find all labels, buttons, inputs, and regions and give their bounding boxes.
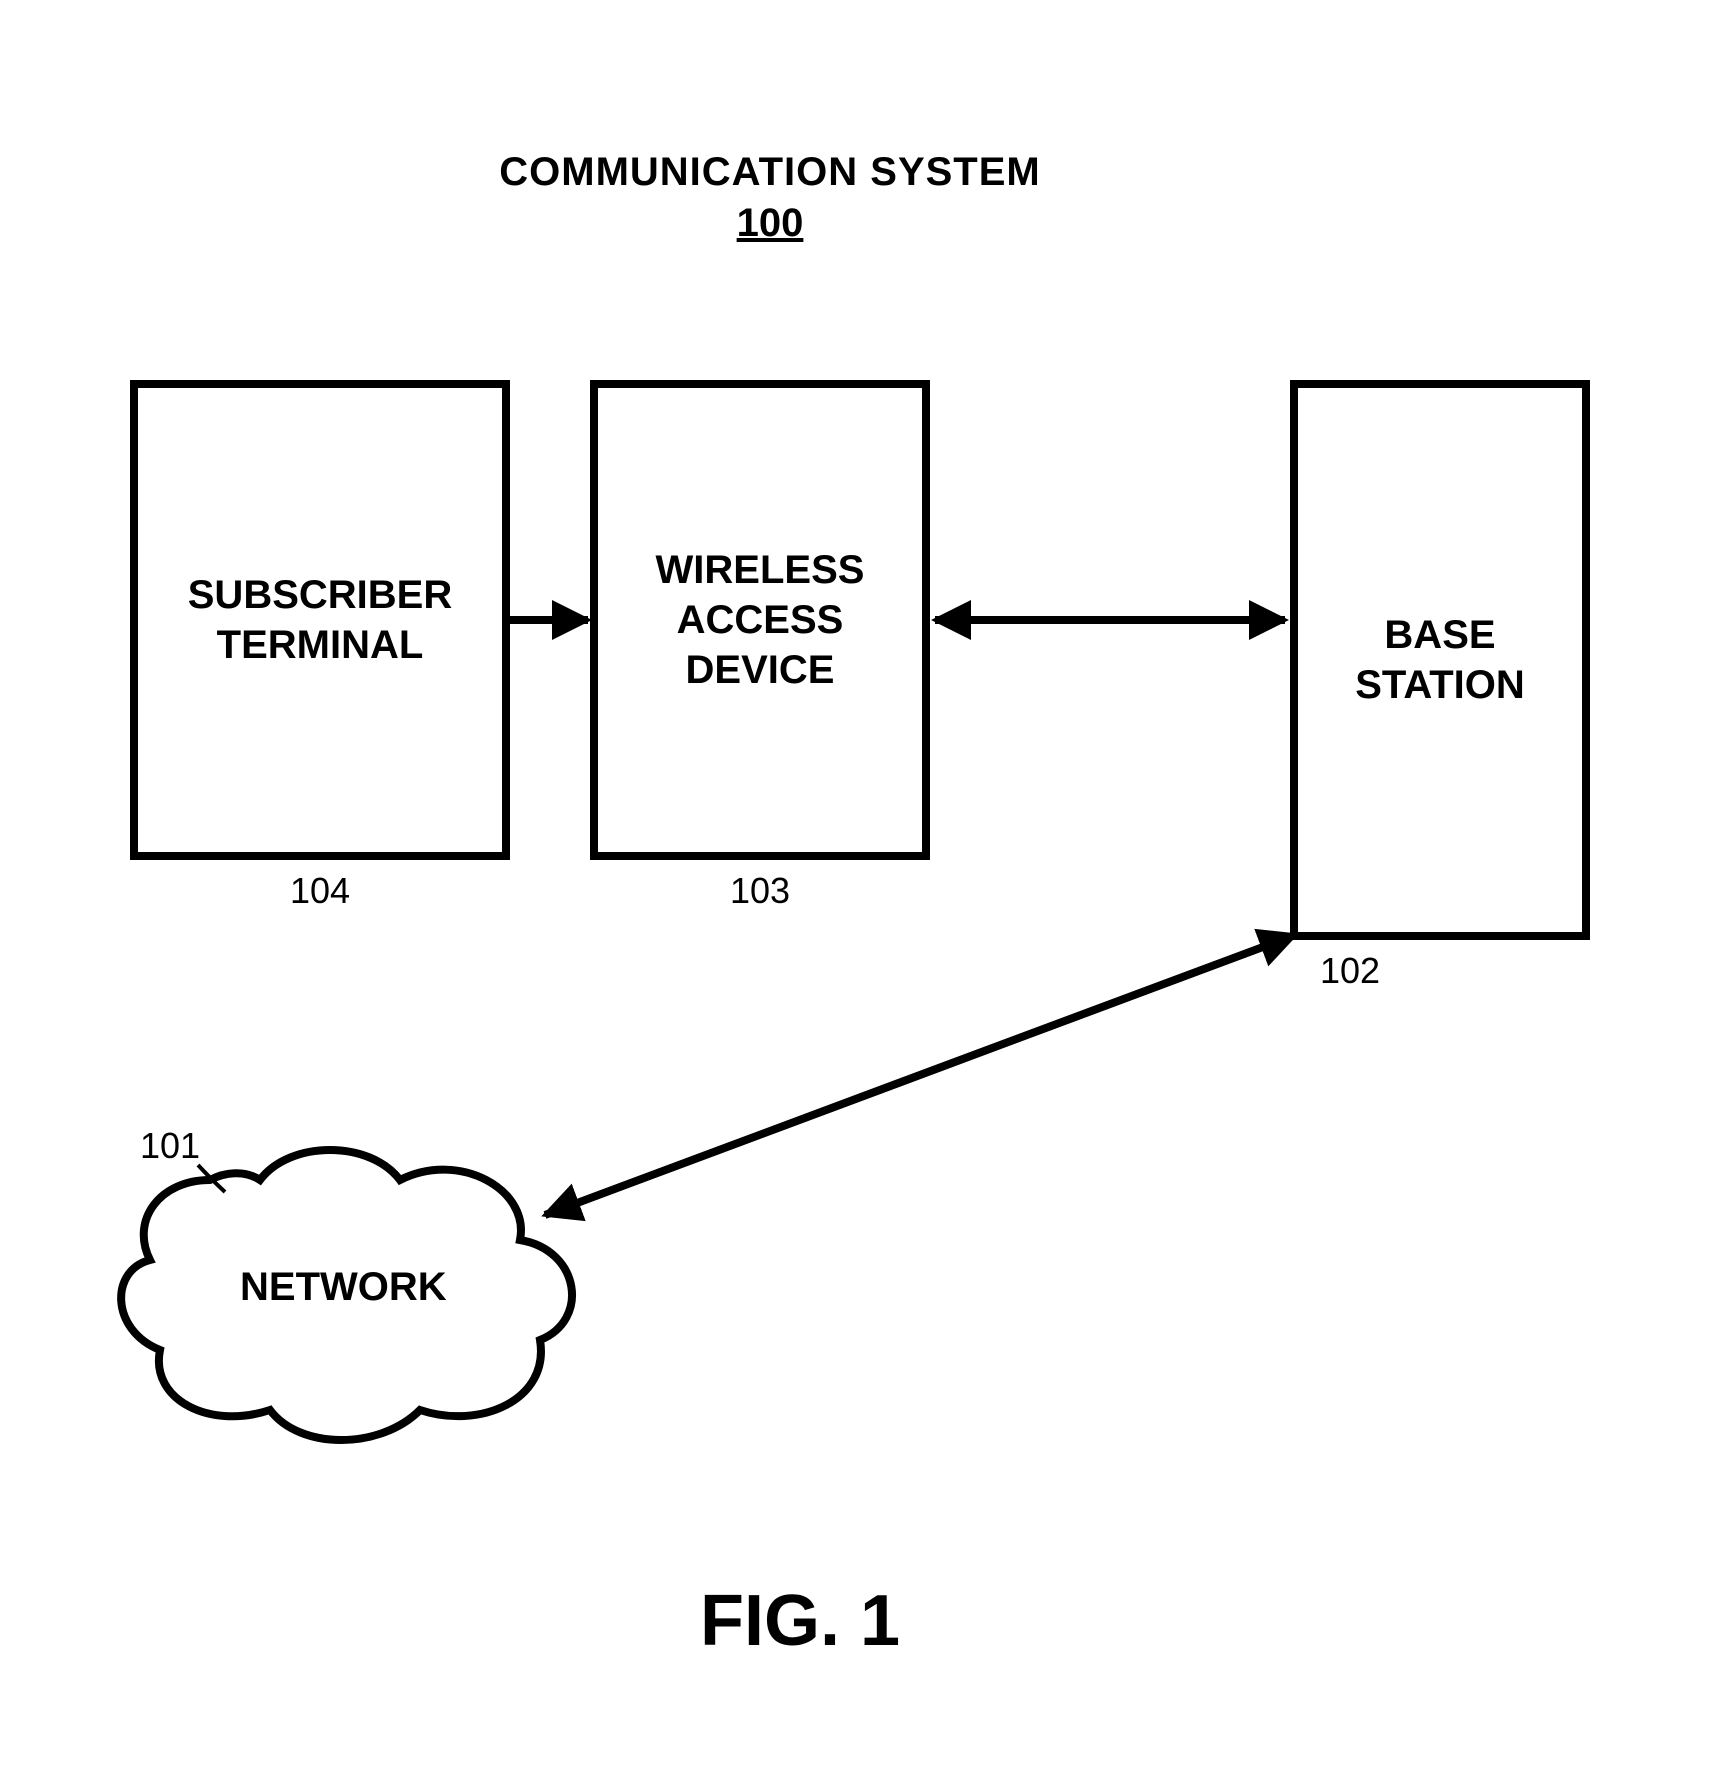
network-ref-leader [198,1165,225,1192]
base-station-ref: 102 [1320,950,1380,992]
subscriber-terminal-ref: 104 [290,870,350,912]
title-line1: COMMUNICATION SYSTEM [470,150,1070,195]
edge-net-bs [545,935,1295,1215]
node-subscriber-terminal: SUBSCRIBER TERMINAL [130,380,510,860]
wireless-access-device-label: WIRELESS ACCESS DEVICE [656,545,865,695]
figure-caption: FIG. 1 [700,1580,900,1662]
diagram-title: COMMUNICATION SYSTEM 100 [470,150,1070,246]
node-base-station: BASE STATION [1290,380,1590,940]
diagram-stage: COMMUNICATION SYSTEM 100 SUBSCRIBER TERM… [0,0,1714,1778]
node-wireless-access-device: WIRELESS ACCESS DEVICE [590,380,930,860]
subscriber-terminal-label: SUBSCRIBER TERMINAL [188,570,452,670]
network-label: NETWORK [240,1265,447,1310]
title-line2: 100 [470,201,1070,246]
base-station-label: BASE STATION [1355,610,1525,710]
wireless-access-device-ref: 103 [730,870,790,912]
network-ref: 101 [140,1125,200,1167]
